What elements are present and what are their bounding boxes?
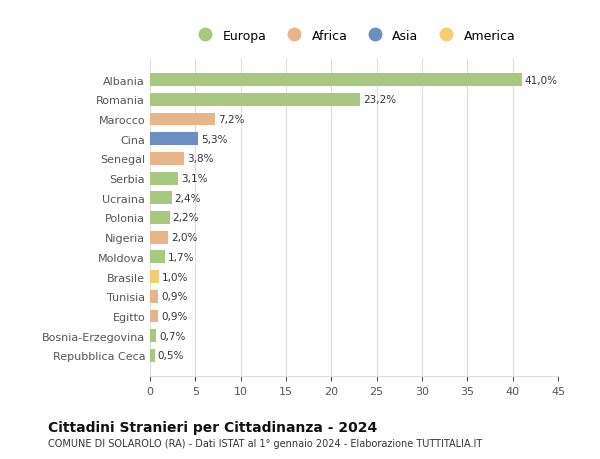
Text: 7,2%: 7,2% [218,115,245,125]
Text: 0,9%: 0,9% [161,291,187,302]
Bar [150,212,170,224]
Bar [150,330,157,342]
Text: 41,0%: 41,0% [524,75,557,85]
Bar [150,172,178,185]
Text: 1,7%: 1,7% [168,252,194,263]
Legend: Europa, Africa, Asia, America: Europa, Africa, Asia, America [188,25,520,48]
Bar [150,74,522,87]
Text: 2,0%: 2,0% [171,233,197,243]
Bar [150,94,361,106]
Text: COMUNE DI SOLAROLO (RA) - Dati ISTAT al 1° gennaio 2024 - Elaborazione TUTTITALI: COMUNE DI SOLAROLO (RA) - Dati ISTAT al … [48,438,482,448]
Bar [150,251,166,264]
Text: 3,1%: 3,1% [181,174,208,184]
Bar [150,310,158,323]
Text: 0,5%: 0,5% [157,351,184,361]
Bar [150,113,215,126]
Bar [150,271,159,283]
Bar [150,133,198,146]
Text: 1,0%: 1,0% [162,272,188,282]
Text: 0,9%: 0,9% [161,311,187,321]
Text: 2,2%: 2,2% [173,213,199,223]
Text: 23,2%: 23,2% [363,95,396,105]
Bar [150,349,155,362]
Bar [150,153,184,165]
Bar [150,192,172,205]
Bar [150,290,158,303]
Text: 0,7%: 0,7% [159,331,185,341]
Bar [150,231,168,244]
Text: 3,8%: 3,8% [187,154,214,164]
Text: 2,4%: 2,4% [175,193,201,203]
Text: 5,3%: 5,3% [201,134,227,145]
Text: Cittadini Stranieri per Cittadinanza - 2024: Cittadini Stranieri per Cittadinanza - 2… [48,420,377,434]
